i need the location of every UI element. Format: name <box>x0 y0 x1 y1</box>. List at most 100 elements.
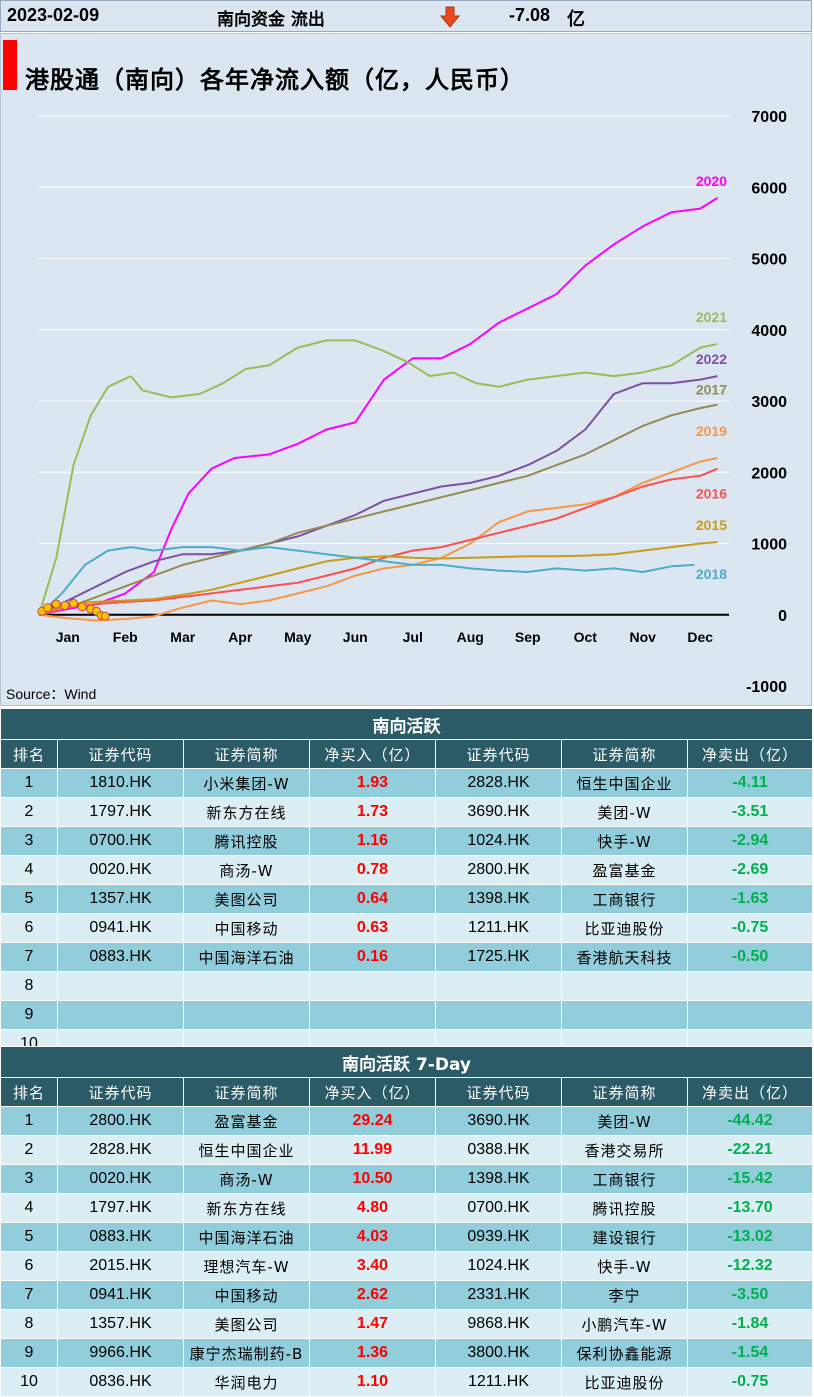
buy-name-cell: 盈富基金 <box>183 1106 310 1136</box>
sell-name-cell: 小鹏汽车-W <box>561 1309 688 1339</box>
table-row: 7 0883.HK 中国海洋石油 0.16 1725.HK 香港航天科技 -0.50 <box>0 942 814 972</box>
sell-code-cell: 1398.HK <box>435 884 562 914</box>
x-tick-label: Jun <box>343 629 368 645</box>
y-tick-label: -1000 <box>746 679 787 696</box>
series-label-2020: 2020 <box>696 173 727 189</box>
table-header-row: 排名 证券代码 证券简称 净买入（亿） 证券代码 证券简称 净卖出（亿） <box>0 1077 814 1107</box>
rank-cell: 7 <box>0 1280 58 1310</box>
sell-name-cell: 香港交易所 <box>561 1135 688 1165</box>
column-header: 排名 <box>0 1077 58 1107</box>
series-line-2016 <box>38 467 718 616</box>
rank-cell: 5 <box>0 884 58 914</box>
column-header: 净买入（亿） <box>309 739 436 769</box>
y-tick-label: 1000 <box>751 537 787 554</box>
net-sell-cell: -12.32 <box>686 1251 814 1281</box>
column-header: 证券代码 <box>435 1077 562 1107</box>
x-tick-label: Jan <box>56 629 80 645</box>
table-row: 9 9966.HK 康宁杰瑞制药-B 1.36 3800.HK 保利协鑫能源 -1.54 <box>0 1338 814 1368</box>
table-row: 5 0883.HK 中国海洋石油 4.03 0939.HK 建设银行 -13.02 <box>0 1222 814 1252</box>
header-unit: 亿 <box>567 9 585 30</box>
rank-cell: 6 <box>0 1251 58 1281</box>
net-buy-cell <box>309 971 436 1001</box>
southbound-active-table: 南向活跃 排名 证券代码 证券简称 净买入（亿） 证券代码 证券简称 净卖出（亿） 1 1810.… <box>0 708 814 1059</box>
y-tick-label: 6000 <box>751 180 787 197</box>
sell-name-cell: 香港航天科技 <box>561 942 688 972</box>
buy-code-cell: 0883.HK <box>57 942 184 972</box>
buy-code-cell: 0941.HK <box>57 1280 184 1310</box>
table-header-row: 排名 证券代码 证券简称 净买入（亿） 证券代码 证券简称 净卖出（亿） <box>0 739 814 769</box>
sell-name-cell: 腾讯控股 <box>561 1193 688 1223</box>
net-buy-cell: 0.78 <box>309 855 436 885</box>
buy-name-cell: 商汤-W <box>183 855 310 885</box>
net-sell-cell: -1.63 <box>686 884 814 914</box>
table-row: 2 2828.HK 恒生中国企业 11.99 0388.HK 香港交易所 -22.21 <box>0 1135 814 1165</box>
column-header: 证券简称 <box>183 739 310 769</box>
x-tick-label: Jul <box>403 629 423 645</box>
buy-name-cell <box>183 971 310 1001</box>
sell-name-cell: 李宁 <box>561 1280 688 1310</box>
buy-name-cell: 理想汽车-W <box>183 1251 310 1281</box>
net-buy-cell: 1.16 <box>309 826 436 856</box>
buy-code-cell: 0941.HK <box>57 913 184 943</box>
buy-code-cell: 0883.HK <box>57 1222 184 1252</box>
net-buy-cell: 4.80 <box>309 1193 436 1223</box>
sell-name-cell: 美团-W <box>561 1106 688 1136</box>
rank-cell: 9 <box>0 1338 58 1368</box>
rank-cell: 6 <box>0 913 58 943</box>
x-tick-label: Dec <box>687 629 713 645</box>
sell-code-cell: 1024.HK <box>435 826 562 856</box>
x-tick-label: Mar <box>170 629 195 645</box>
y-tick-label: 2000 <box>751 465 787 482</box>
southbound-active-7day-table: 南向活跃 7-Day 排名 证券代码 证券简称 净买入（亿） 证券代码 证券简称 净卖出（亿）… <box>0 1046 814 1397</box>
rank-cell: 8 <box>0 1309 58 1339</box>
series-label-2015: 2015 <box>696 517 727 533</box>
table-row: 9 <box>0 1000 814 1030</box>
table-row: 8 <box>0 971 814 1001</box>
buy-name-cell: 美图公司 <box>183 1309 310 1339</box>
buy-code-cell <box>57 1000 184 1030</box>
buy-code-cell: 1810.HK <box>57 768 184 798</box>
column-header: 净卖出（亿） <box>686 739 814 769</box>
net-sell-cell: -44.42 <box>686 1106 814 1136</box>
series-marker-2023 <box>77 602 87 612</box>
net-sell-cell: -2.94 <box>686 826 814 856</box>
x-tick-label: Aug <box>457 629 484 645</box>
series-label-2022: 2022 <box>696 351 727 367</box>
net-sell-cell: -0.50 <box>686 942 814 972</box>
down-arrow-icon <box>439 6 461 33</box>
net-buy-cell: 29.24 <box>309 1106 436 1136</box>
x-tick-label: Feb <box>113 629 138 645</box>
sell-name-cell: 美团-W <box>561 797 688 827</box>
sell-code-cell: 3800.HK <box>435 1338 562 1368</box>
rank-cell: 3 <box>0 1164 58 1194</box>
buy-name-cell: 美图公司 <box>183 884 310 914</box>
x-tick-label: Nov <box>630 629 657 645</box>
net-buy-cell: 1.47 <box>309 1309 436 1339</box>
sell-code-cell: 2331.HK <box>435 1280 562 1310</box>
rank-cell: 4 <box>0 1193 58 1223</box>
series-label-2019: 2019 <box>696 423 727 439</box>
rank-cell: 8 <box>0 971 58 1001</box>
sell-code-cell: 0939.HK <box>435 1222 562 1252</box>
table-row: 3 0700.HK 腾讯控股 1.16 1024.HK 快手-W -2.94 <box>0 826 814 856</box>
x-tick-label: Sep <box>515 629 541 645</box>
net-sell-cell: -15.42 <box>686 1164 814 1194</box>
net-buy-cell: 1.93 <box>309 768 436 798</box>
column-header: 证券简称 <box>561 1077 688 1107</box>
series-label-2021: 2021 <box>696 309 727 325</box>
sell-name-cell: 恒生中国企业 <box>561 768 688 798</box>
buy-name-cell: 中国移动 <box>183 1280 310 1310</box>
net-sell-cell: -0.75 <box>686 1367 814 1397</box>
net-sell-cell: -4.11 <box>686 768 814 798</box>
buy-code-cell: 2015.HK <box>57 1251 184 1281</box>
net-buy-cell: 2.62 <box>309 1280 436 1310</box>
rank-cell: 1 <box>0 1106 58 1136</box>
sell-code-cell: 2800.HK <box>435 855 562 885</box>
chart-title: 港股通（南向）各年净流入额（亿，人民币） <box>25 66 525 94</box>
table-row: 4 0020.HK 商汤-W 0.78 2800.HK 盈富基金 -2.69 <box>0 855 814 885</box>
sell-code-cell: 1398.HK <box>435 1164 562 1194</box>
buy-name-cell: 中国移动 <box>183 913 310 943</box>
title-accent-bar <box>3 40 17 90</box>
sell-name-cell <box>561 971 688 1001</box>
net-buy-cell: 1.73 <box>309 797 436 827</box>
